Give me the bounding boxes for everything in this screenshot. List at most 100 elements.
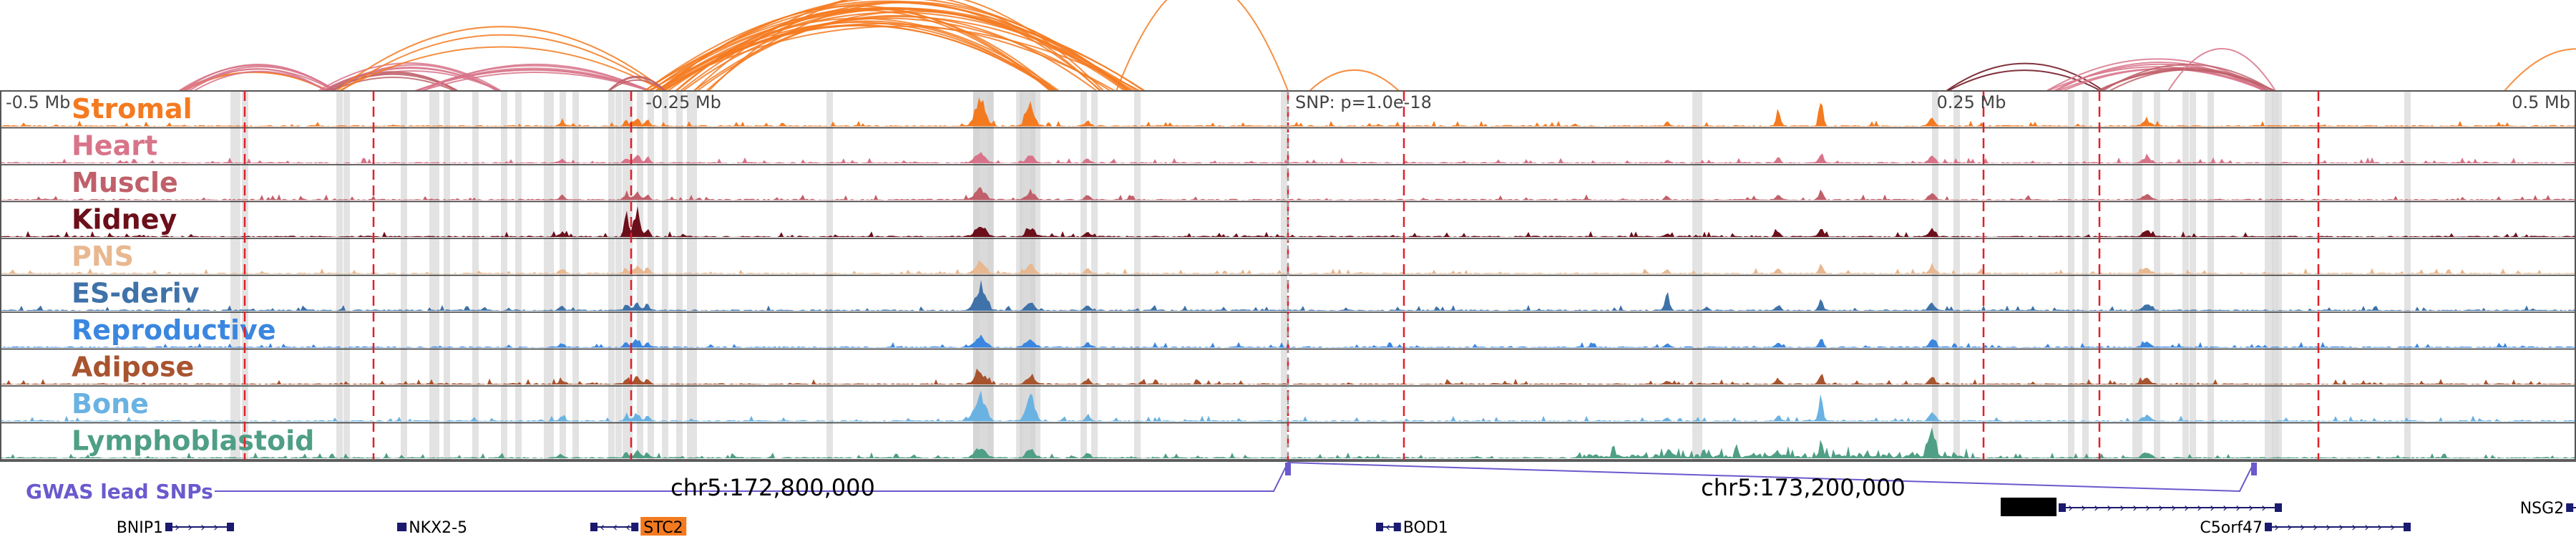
gene-exon-start [2566,503,2574,512]
track-label-lymphoblastoid: Lymphoblastoid [72,425,314,457]
gene-label: NKX2-5 [409,519,467,537]
gwas-track-label: GWAS lead SNPs [26,480,213,503]
track-label-reproductive: Reproductive [72,314,276,346]
strand-arrow: › [2145,500,2150,516]
gene-exon-end [227,523,234,531]
gene-label: NSG2 [2520,500,2564,518]
track-signal-heart [0,152,2576,163]
strand-arrow: › [2197,500,2202,516]
track-label-bone: Bone [72,388,149,420]
gene-exon-end [399,523,407,531]
interaction-arc-56 [1309,69,1400,92]
strand-arrow: › [2377,520,2382,535]
position-tick-label: -0.25 Mb [645,92,721,112]
coordinate-label-1: chr5:173,200,000 [1701,474,1906,501]
interaction-arc-47 [663,25,1058,92]
gene-exon-end [2404,523,2411,531]
gene-label: BNIP1 [117,519,163,537]
interaction-arc-11 [321,67,499,92]
interaction-arc-51 [675,7,1057,92]
track-signal-adipose [0,368,2576,384]
gene-exon-end [1393,523,1401,531]
gwas-snp-marker-0 [1285,463,1291,475]
track-signal-kidney [0,205,2576,237]
gene-label: STC2 [643,519,683,537]
gwas-track: GWAS lead SNPs chr5:172,800,000 chr5:173,2… [26,461,2257,503]
strand-arrow: › [2338,520,2343,535]
strand-arrow: › [2351,520,2356,535]
strand-arrow: ‹ [625,520,630,535]
gwas-connector [215,461,2255,493]
strand-arrow: › [2235,500,2240,516]
track-label-muscle: Muscle [72,167,178,198]
interaction-arc-57 [1946,62,2104,92]
gene-exon-start [590,523,597,531]
strand-arrow: › [213,520,218,535]
position-tick-label: 0.5 Mb [2512,92,2570,112]
strand-arrow: ‹ [613,520,618,535]
gwas-snp-marker-1 [2251,463,2257,475]
interaction-arc-25 [341,34,663,92]
interaction-arc-54 [608,75,666,92]
interaction-arc-55 [1116,0,1289,92]
strand-arrow: › [2287,520,2292,535]
track-heart: Heart [0,130,2576,165]
interaction-arc-71 [2504,48,2576,92]
track-label-heart: Heart [72,130,157,162]
strand-arrow: › [2223,500,2228,516]
interaction-arc-5 [181,64,336,92]
track-label-es-deriv: ES-deriv [72,278,200,309]
gene-exon-start [1376,523,1383,531]
strand-arrow: › [2210,500,2215,516]
interaction-arc-68 [2102,64,2274,92]
track-signal-bone [0,390,2576,422]
interaction-arc-48 [660,5,1053,92]
gene-track: › › › › BNIP1 NKX2-5 ‹ ‹ ‹ STC2 ‹ BOD1 › › › › › › › › › › › › ›… [117,498,2576,537]
interaction-arc-38 [644,0,1130,92]
gene-label: CPEB4 [2004,500,2055,518]
track-label-adipose: Adipose [72,352,194,383]
strand-arrow: › [187,520,192,535]
strand-arrow: › [2158,500,2163,516]
track-signal-lymphoblastoid [0,427,2576,458]
strand-arrow: › [2184,500,2189,516]
snp-label: SNP: p=1.0e-18 [1295,92,1432,112]
interaction-arc-49 [675,9,1051,92]
strand-arrow: › [2313,520,2318,535]
strand-arrow: › [175,520,180,535]
strand-arrow: ‹ [1385,520,1390,535]
position-tick-label: 0.25 Mb [1936,92,2006,112]
track-signal-muscle [0,187,2576,200]
interaction-arc-7 [188,68,326,92]
position-axis: -0.5 Mb -0.25 Mb 0.25 Mb 0.5 Mb SNP: p=1.0e-… [6,91,2570,460]
gene-label: BOD1 [1403,519,1448,537]
strand-arrow: › [200,520,205,535]
gene-exon-start [2265,523,2272,531]
strand-arrow: › [2132,500,2137,516]
gene-highlight-box [2001,498,2057,516]
strand-arrow: › [2261,500,2266,516]
strand-arrow: › [2248,500,2253,516]
strand-arrow: › [2300,520,2305,535]
interaction-arc-24 [338,46,664,92]
interaction-arc-62 [2055,61,2265,92]
strand-arrow: › [2119,500,2124,516]
gene-cpeb4: › › › › › › › › › › › › › › › › CPEB4 [2001,498,2282,518]
track-signal-stromal [0,97,2576,127]
strand-arrow: › [2081,500,2086,516]
interaction-arc-42 [706,1,1102,92]
strand-arrow: ‹ [600,520,605,535]
strand-arrow: › [2390,520,2395,535]
gene-stc2: ‹ ‹ ‹ STC2 [590,517,687,537]
interaction-arc-28 [654,25,1141,92]
interaction-arcs [178,0,2576,92]
gene-label: C5orf47 [2200,519,2263,537]
track-label-pns: PNS [72,241,134,272]
interaction-arc-22 [421,63,649,92]
strand-arrow: › [2068,500,2073,516]
strand-arrow: › [2326,520,2331,535]
strand-arrow: › [2171,500,2176,516]
track-label-kidney: Kidney [72,204,177,236]
boundary-lines [243,91,2320,460]
